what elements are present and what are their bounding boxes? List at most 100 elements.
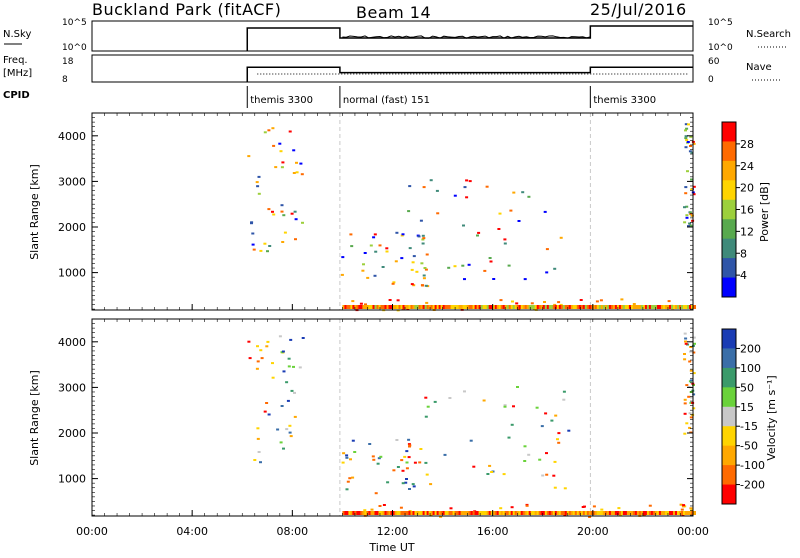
echo-cell xyxy=(498,212,502,215)
ground-scatter-cell xyxy=(598,511,602,515)
colorbar-segment xyxy=(722,367,736,388)
ground-scatter-cell xyxy=(636,511,640,515)
echo-cell xyxy=(503,242,507,245)
ground-scatter-cell xyxy=(346,305,350,309)
echo-cell xyxy=(415,270,419,273)
ground-scatter-cell xyxy=(492,305,496,309)
echo-cell xyxy=(692,142,696,145)
echo-cell xyxy=(403,455,407,458)
echo-cell xyxy=(545,248,549,251)
ground-scatter-cell xyxy=(586,305,590,309)
echo-cell xyxy=(399,506,403,509)
ground-scatter-cell xyxy=(596,305,600,309)
echo-cell xyxy=(545,473,549,476)
ground-scatter-cell xyxy=(683,511,686,515)
ground-scatter-cell xyxy=(480,305,484,309)
echo-cell xyxy=(562,398,566,401)
ground-scatter-cell xyxy=(556,305,560,309)
echo-cell xyxy=(692,372,696,375)
echo-cell xyxy=(485,185,489,188)
ground-scatter-cell xyxy=(618,511,622,515)
ground-scatter-cell xyxy=(506,511,510,515)
echo-cell xyxy=(556,438,559,441)
ground-scatter-cell xyxy=(608,305,612,309)
ground-scatter-cell xyxy=(372,511,376,515)
echo-cell xyxy=(279,441,283,444)
echo-cell xyxy=(374,250,378,253)
nave-tick-top: 60 xyxy=(708,57,720,67)
ground-scatter-cell xyxy=(348,305,352,309)
echo-cell xyxy=(689,224,693,227)
echo-cell xyxy=(562,390,566,393)
echo-cell xyxy=(541,474,545,477)
echo-cell xyxy=(363,252,367,254)
echo-cell xyxy=(689,416,693,419)
ground-scatter-cell xyxy=(348,511,352,515)
freq-step-line xyxy=(246,66,693,82)
y-tick-label: 3000 xyxy=(58,381,86,394)
echo-cell xyxy=(690,509,694,512)
echo-cell xyxy=(247,155,251,158)
ground-scatter-cell xyxy=(677,305,680,309)
ground-scatter-cell xyxy=(610,305,614,309)
ground-scatter-cell xyxy=(466,511,470,515)
power-panel: 1000 2000 3000 4000 Slant Range [km] 28 24 20… xyxy=(28,112,771,312)
ground-scatter-cell xyxy=(648,511,652,515)
ground-scatter-cell xyxy=(662,305,666,309)
echo-cell xyxy=(271,127,275,130)
beam-title: Beam 14 xyxy=(356,3,431,22)
echo-cell xyxy=(559,303,563,306)
echo-cell xyxy=(686,141,690,143)
ground-scatter-cell xyxy=(644,305,648,309)
ground-scatter-cell xyxy=(546,305,550,309)
echo-cell xyxy=(436,212,440,215)
ground-scatter-cell xyxy=(590,511,594,515)
ground-scatter-cell xyxy=(376,305,380,309)
echo-cell xyxy=(382,504,386,506)
ground-scatter-cell xyxy=(504,305,508,309)
ground-scatter-cell xyxy=(518,511,522,515)
cpid-segment-label: themis 3300 xyxy=(250,95,313,106)
y-tick-label: 4000 xyxy=(58,130,86,143)
echo-cell xyxy=(298,366,302,369)
echo-cell xyxy=(463,186,467,189)
ground-scatter-cell xyxy=(534,511,538,515)
colorbar-segment xyxy=(722,258,736,279)
colorbar-tick-label: 50 xyxy=(740,381,754,394)
x-tick-label: 20:00 xyxy=(577,525,609,538)
echo-cell xyxy=(468,180,472,183)
echo-cell xyxy=(256,185,260,188)
echo-cell xyxy=(692,393,696,396)
colorbar-tick-label: -50 xyxy=(740,440,758,453)
ground-scatter-cell xyxy=(472,305,476,309)
echo-cell xyxy=(342,452,346,455)
ground-scatter-cell xyxy=(546,511,550,515)
ground-scatter-cell xyxy=(616,305,620,309)
echo-cell xyxy=(693,342,696,345)
echo-cell xyxy=(515,302,519,305)
colorbar-segment xyxy=(722,484,736,505)
ground-scatter-cell xyxy=(470,511,474,515)
ground-scatter-cell xyxy=(432,511,436,515)
ground-scatter-cell xyxy=(454,305,458,309)
echo-cell xyxy=(418,461,422,464)
y-tick-label: 2000 xyxy=(58,221,86,234)
echo-cell xyxy=(353,451,357,453)
freq-tick-top: 18 xyxy=(62,57,74,67)
echo-cell xyxy=(435,189,439,192)
echo-cell xyxy=(290,212,294,215)
ground-scatter-cell xyxy=(496,305,500,309)
echo-cell xyxy=(449,507,453,510)
ground-scatter-cell xyxy=(538,305,542,309)
echo-cell xyxy=(581,506,585,508)
echo-cell xyxy=(545,452,548,455)
echo-cell xyxy=(396,466,400,468)
echo-cell xyxy=(692,185,696,188)
colorbar-tick-label: 100 xyxy=(740,362,761,375)
echo-cell xyxy=(421,238,425,241)
ground-scatter-cell xyxy=(492,511,496,515)
echo-cell xyxy=(476,234,479,237)
colorbar-segment xyxy=(722,329,736,349)
ground-scatter-cell xyxy=(388,305,392,309)
echo-cell xyxy=(689,401,693,404)
